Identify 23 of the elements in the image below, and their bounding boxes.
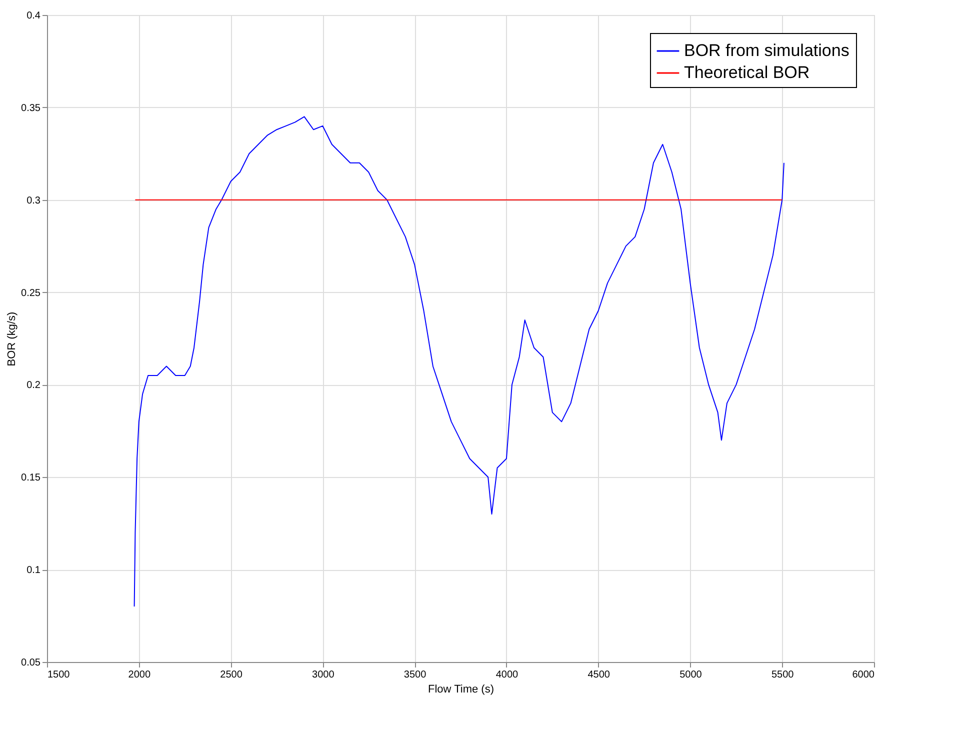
x-tick-label: 4500 xyxy=(588,670,610,680)
y-tick-label: 0.35 xyxy=(21,102,41,114)
y-tick-label: 0.25 xyxy=(21,288,41,299)
x-tick-label: 6000 xyxy=(852,670,875,680)
y-axis-title: BOR (kg/s) xyxy=(6,312,18,366)
x-tick-label: 1500 xyxy=(48,670,70,680)
x-axis-title: Flow Time (s) xyxy=(428,684,494,696)
x-tick-label: 5000 xyxy=(680,670,702,680)
x-tick-label: 3500 xyxy=(404,670,427,680)
x-tick-label: 2000 xyxy=(128,670,151,680)
x-tick-label: 2500 xyxy=(220,670,243,680)
y-tick-label: 0.2 xyxy=(26,380,41,392)
line-series xyxy=(134,116,784,608)
y-tick-label: 0.4 xyxy=(26,10,41,22)
y-tick-label: 0.15 xyxy=(21,472,41,484)
legend-label: BOR from simulations xyxy=(684,41,850,60)
x-tick-label: 3000 xyxy=(312,670,335,680)
y-tick-label: 0.05 xyxy=(21,658,41,668)
x-tick-label: 5500 xyxy=(771,670,794,680)
y-tick-label: 0.3 xyxy=(26,195,41,206)
y-tick-label: 0.1 xyxy=(26,565,41,576)
legend-label: Theoretical BOR xyxy=(684,63,810,82)
x-tick-label: 4000 xyxy=(496,670,519,680)
